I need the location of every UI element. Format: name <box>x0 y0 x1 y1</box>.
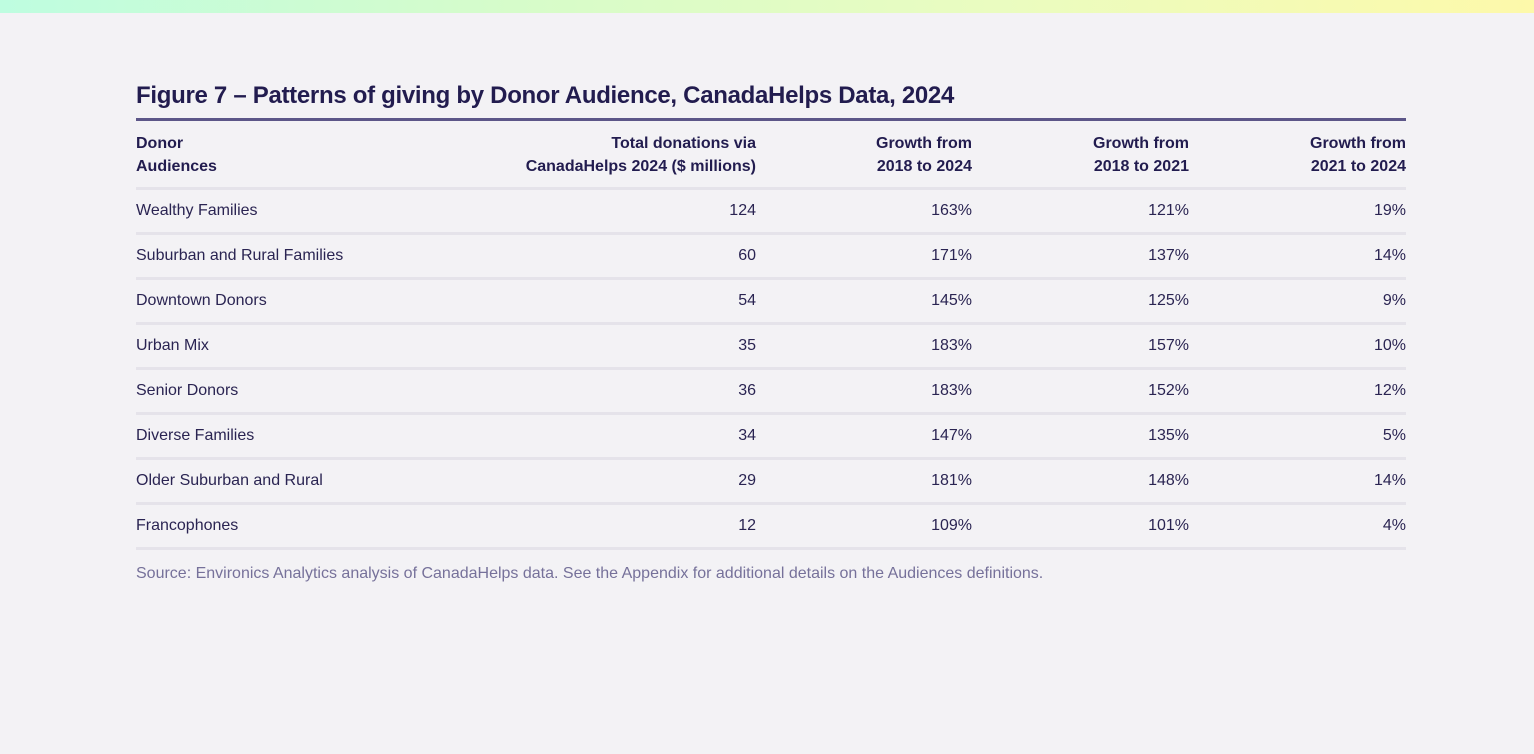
growth-2021-2024-cell: 14% <box>1189 233 1406 280</box>
growth-2018-2024-cell: 183% <box>756 323 972 370</box>
table-body: Wealthy Families 124 163% 121% 19% Suburban a… <box>136 188 1406 550</box>
audience-name-cell: Older Suburban and Rural <box>136 458 436 505</box>
growth-2018-2021-cell: 152% <box>972 368 1189 415</box>
audience-name-cell: Wealthy Families <box>136 188 436 235</box>
header-row: Donor Audiences Total donations via Cana… <box>136 121 1406 190</box>
figure-title: Figure 7 – Patterns of giving by Donor A… <box>136 82 1406 121</box>
growth-2018-2021-cell: 101% <box>972 503 1189 550</box>
growth-2018-2021-cell: 121% <box>972 188 1189 235</box>
total-donations-cell: 29 <box>436 458 756 505</box>
header-total-donations: Total donations via CanadaHelps 2024 ($ … <box>436 121 756 190</box>
table-row: Older Suburban and Rural 29 181% 148% 14% <box>136 458 1406 505</box>
growth-2018-2024-cell: 109% <box>756 503 972 550</box>
audience-name-cell: Downtown Donors <box>136 278 436 325</box>
growth-2018-2021-cell: 137% <box>972 233 1189 280</box>
table-row: Francophones 12 109% 101% 4% <box>136 503 1406 550</box>
audience-name-cell: Diverse Families <box>136 413 436 460</box>
growth-2021-2024-cell: 9% <box>1189 278 1406 325</box>
table-row: Diverse Families 34 147% 135% 5% <box>136 413 1406 460</box>
table-row: Downtown Donors 54 145% 125% 9% <box>136 278 1406 325</box>
growth-2018-2024-cell: 145% <box>756 278 972 325</box>
header-growth-2018-2021: Growth from 2018 to 2021 <box>972 121 1189 190</box>
table-row: Wealthy Families 124 163% 121% 19% <box>136 188 1406 235</box>
growth-2018-2021-cell: 148% <box>972 458 1189 505</box>
header-donor-audiences: Donor Audiences <box>136 121 436 190</box>
top-gradient-bar <box>0 0 1534 13</box>
growth-2018-2024-cell: 183% <box>756 368 972 415</box>
audience-name-cell: Senior Donors <box>136 368 436 415</box>
growth-2021-2024-cell: 4% <box>1189 503 1406 550</box>
header-growth-2018-2024: Growth from 2018 to 2024 <box>756 121 972 190</box>
growth-2021-2024-cell: 5% <box>1189 413 1406 460</box>
growth-2018-2021-cell: 157% <box>972 323 1189 370</box>
audience-name-cell: Francophones <box>136 503 436 550</box>
total-donations-cell: 124 <box>436 188 756 235</box>
growth-2018-2021-cell: 125% <box>972 278 1189 325</box>
table-row: Senior Donors 36 183% 152% 12% <box>136 368 1406 415</box>
audience-name-cell: Urban Mix <box>136 323 436 370</box>
table-row: Suburban and Rural Families 60 171% 137% 14% <box>136 233 1406 280</box>
header-growth-2021-2024: Growth from 2021 to 2024 <box>1189 121 1406 190</box>
growth-2018-2024-cell: 147% <box>756 413 972 460</box>
total-donations-cell: 34 <box>436 413 756 460</box>
growth-2021-2024-cell: 14% <box>1189 458 1406 505</box>
total-donations-cell: 54 <box>436 278 756 325</box>
audience-name-cell: Suburban and Rural Families <box>136 233 436 280</box>
figure-7: Figure 7 – Patterns of giving by Donor A… <box>136 82 1406 584</box>
table-row: Urban Mix 35 183% 157% 10% <box>136 323 1406 370</box>
total-donations-cell: 36 <box>436 368 756 415</box>
growth-2018-2024-cell: 181% <box>756 458 972 505</box>
total-donations-cell: 35 <box>436 323 756 370</box>
total-donations-cell: 60 <box>436 233 756 280</box>
growth-2021-2024-cell: 10% <box>1189 323 1406 370</box>
donor-audience-table: Donor Audiences Total donations via Cana… <box>136 121 1406 550</box>
growth-2021-2024-cell: 19% <box>1189 188 1406 235</box>
growth-2018-2024-cell: 163% <box>756 188 972 235</box>
growth-2018-2021-cell: 135% <box>972 413 1189 460</box>
growth-2018-2024-cell: 171% <box>756 233 972 280</box>
growth-2021-2024-cell: 12% <box>1189 368 1406 415</box>
total-donations-cell: 12 <box>436 503 756 550</box>
source-note: Source: Environics Analytics analysis of… <box>136 565 1044 582</box>
